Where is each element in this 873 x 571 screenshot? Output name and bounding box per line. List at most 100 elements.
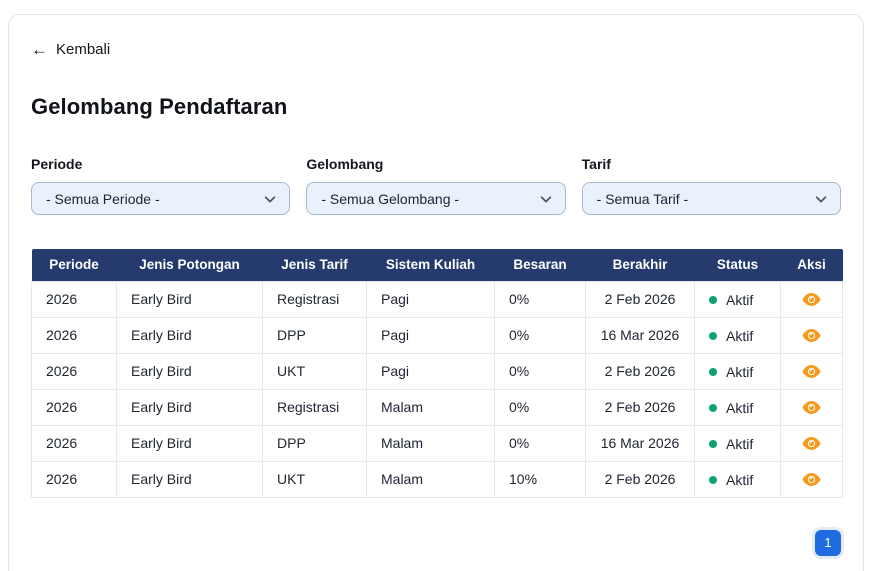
view-detail-button[interactable] — [802, 472, 821, 487]
column-header-jenis-potongan: Jenis Potongan — [117, 249, 263, 281]
cell-aksi — [781, 389, 843, 425]
periode-select[interactable]: - Semua Periode - — [31, 182, 290, 215]
filter-group-tarif: Tarif - Semua Tarif - — [582, 156, 841, 215]
cell-aksi — [781, 425, 843, 461]
filter-group-gelombang: Gelombang - Semua Gelombang - — [306, 156, 565, 215]
cell-jenis-tarif: DPP — [263, 317, 367, 353]
cell-status: Aktif — [695, 353, 781, 389]
status-badge: Aktif — [726, 472, 753, 488]
cell-periode: 2026 — [32, 353, 117, 389]
filter-label-periode: Periode — [31, 156, 290, 172]
cell-aksi — [781, 353, 843, 389]
status-badge: Aktif — [726, 328, 753, 344]
cell-jenis-potongan: Early Bird — [117, 281, 263, 317]
eye-icon — [802, 472, 821, 487]
cell-status: Aktif — [695, 281, 781, 317]
cell-jenis-potongan: Early Bird — [117, 425, 263, 461]
column-header-sistem-kuliah: Sistem Kuliah — [367, 249, 495, 281]
cell-berakhir: 2 Feb 2026 — [586, 389, 695, 425]
tarif-select-value: - Semua Tarif - — [597, 191, 689, 207]
view-detail-button[interactable] — [802, 292, 821, 307]
table-row: 2026 Early Bird Registrasi Pagi 0% 2 Feb… — [32, 281, 843, 317]
gelombang-select-value: - Semua Gelombang - — [321, 191, 459, 207]
back-link[interactable]: ← Kembali — [31, 41, 110, 58]
status-active-dot — [709, 332, 717, 340]
periode-select-value: - Semua Periode - — [46, 191, 160, 207]
cell-jenis-tarif: UKT — [263, 461, 367, 497]
table-body: 2026 Early Bird Registrasi Pagi 0% 2 Feb… — [32, 281, 843, 497]
cell-berakhir: 2 Feb 2026 — [586, 461, 695, 497]
cell-besaran: 0% — [495, 317, 586, 353]
column-header-besaran: Besaran — [495, 249, 586, 281]
cell-periode: 2026 — [32, 281, 117, 317]
cell-besaran: 0% — [495, 281, 586, 317]
view-detail-button[interactable] — [802, 400, 821, 415]
cell-periode: 2026 — [32, 461, 117, 497]
cell-besaran: 10% — [495, 461, 586, 497]
cell-berakhir: 16 Mar 2026 — [586, 317, 695, 353]
pagination: 1 — [31, 530, 841, 556]
cell-sistem-kuliah: Malam — [367, 389, 495, 425]
cell-jenis-tarif: UKT — [263, 353, 367, 389]
chevron-down-icon — [814, 192, 828, 206]
cell-sistem-kuliah: Pagi — [367, 317, 495, 353]
arrow-left-icon: ← — [31, 41, 48, 58]
status-badge: Aktif — [726, 400, 753, 416]
view-detail-button[interactable] — [802, 328, 821, 343]
cell-berakhir: 16 Mar 2026 — [586, 425, 695, 461]
table-row: 2026 Early Bird DPP Pagi 0% 16 Mar 2026 … — [32, 317, 843, 353]
table-row: 2026 Early Bird UKT Malam 10% 2 Feb 2026… — [32, 461, 843, 497]
cell-jenis-potongan: Early Bird — [117, 461, 263, 497]
eye-icon — [802, 400, 821, 415]
cell-jenis-potongan: Early Bird — [117, 353, 263, 389]
content-card: ← Kembali Gelombang Pendaftaran Periode … — [8, 14, 864, 571]
cell-besaran: 0% — [495, 389, 586, 425]
cell-status: Aktif — [695, 317, 781, 353]
cell-jenis-tarif: DPP — [263, 425, 367, 461]
page-title: Gelombang Pendaftaran — [31, 94, 841, 120]
status-active-dot — [709, 404, 717, 412]
cell-periode: 2026 — [32, 389, 117, 425]
tarif-select[interactable]: - Semua Tarif - — [582, 182, 841, 215]
eye-icon — [802, 328, 821, 343]
cell-aksi — [781, 461, 843, 497]
view-detail-button[interactable] — [802, 364, 821, 379]
eye-icon — [802, 436, 821, 451]
eye-icon — [802, 364, 821, 379]
cell-sistem-kuliah: Pagi — [367, 281, 495, 317]
column-header-periode: Periode — [32, 249, 117, 281]
filter-label-gelombang: Gelombang — [306, 156, 565, 172]
status-active-dot — [709, 476, 717, 484]
cell-periode: 2026 — [32, 425, 117, 461]
filter-group-periode: Periode - Semua Periode - — [31, 156, 290, 215]
cell-status: Aktif — [695, 461, 781, 497]
chevron-down-icon — [263, 192, 277, 206]
view-detail-button[interactable] — [802, 436, 821, 451]
cell-periode: 2026 — [32, 317, 117, 353]
cell-sistem-kuliah: Malam — [367, 461, 495, 497]
cell-status: Aktif — [695, 425, 781, 461]
back-link-label: Kembali — [56, 41, 110, 58]
eye-icon — [802, 292, 821, 307]
column-header-status: Status — [695, 249, 781, 281]
status-active-dot — [709, 296, 717, 304]
cell-jenis-potongan: Early Bird — [117, 317, 263, 353]
column-header-jenis-tarif: Jenis Tarif — [263, 249, 367, 281]
cell-jenis-potongan: Early Bird — [117, 389, 263, 425]
table-row: 2026 Early Bird DPP Malam 0% 16 Mar 2026… — [32, 425, 843, 461]
cell-aksi — [781, 281, 843, 317]
cell-besaran: 0% — [495, 353, 586, 389]
page-button-1[interactable]: 1 — [815, 530, 841, 556]
cell-jenis-tarif: Registrasi — [263, 389, 367, 425]
cell-aksi — [781, 317, 843, 353]
cell-sistem-kuliah: Malam — [367, 425, 495, 461]
status-badge: Aktif — [726, 292, 753, 308]
table-header: Periode Jenis Potongan Jenis Tarif Siste… — [32, 249, 843, 281]
cell-sistem-kuliah: Pagi — [367, 353, 495, 389]
status-badge: Aktif — [726, 364, 753, 380]
gelombang-select[interactable]: - Semua Gelombang - — [306, 182, 565, 215]
cell-berakhir: 2 Feb 2026 — [586, 353, 695, 389]
gelombang-table: Periode Jenis Potongan Jenis Tarif Siste… — [31, 249, 843, 498]
table-row: 2026 Early Bird Registrasi Malam 0% 2 Fe… — [32, 389, 843, 425]
cell-jenis-tarif: Registrasi — [263, 281, 367, 317]
